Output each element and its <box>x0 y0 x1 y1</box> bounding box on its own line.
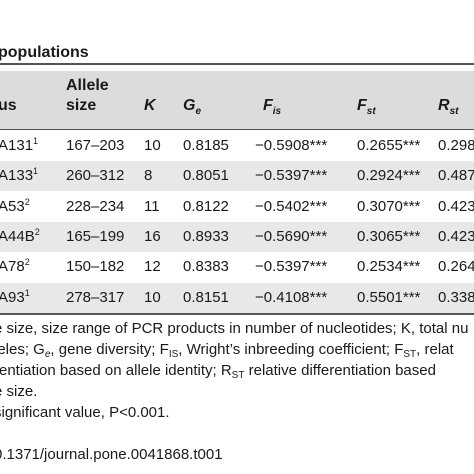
cell-fst: 0.5501*** <box>357 288 421 306</box>
table-row: A931 278–317 10 0.8151 −0.4108*** 0.5501*** 0.… <box>0 282 474 313</box>
cell-ge: 0.8383 <box>183 258 229 276</box>
footnote-line-1: e size, size range of PCR products in nu… <box>0 320 469 337</box>
cell-k: 11 <box>144 197 160 215</box>
cell-fst: 0.3065*** <box>357 227 421 245</box>
header-rst: Rst <box>438 97 459 118</box>
top-rule <box>0 63 474 65</box>
table-row: A1311 167–203 10 0.8185 −0.5908*** 0.2655*** 0… <box>0 131 474 161</box>
footnote-line-4: e size. <box>0 383 38 400</box>
cell-fis: −0.5397*** <box>255 258 328 276</box>
cell-ge: 0.8185 <box>183 137 229 154</box>
table-title: populations <box>0 44 89 61</box>
cell-locus: A1331 <box>0 166 39 185</box>
cell-rst: 0.298 <box>438 137 474 154</box>
footnote-doi: 0.1371/journal.pone.0041868.t001 <box>0 446 223 463</box>
locus-reference-superscript: 1 <box>33 136 39 146</box>
footnote-line-3: rentiation based on allele identity; RST… <box>0 362 436 381</box>
locus-reference-superscript: 1 <box>33 166 39 177</box>
table-row: A532 228–234 11 0.8122 −0.5402*** 0.3070*** 0.… <box>0 192 474 222</box>
locus-reference-superscript: 2 <box>24 257 30 268</box>
cell-locus: A782 <box>0 257 30 276</box>
cell-fis: −0.5690*** <box>255 227 328 245</box>
header-rule <box>0 129 474 130</box>
cell-rst: 0.264 <box>438 258 474 276</box>
cell-fis: −0.4108*** <box>255 288 328 306</box>
cell-allele-size: 165–199 <box>66 227 125 245</box>
table-row: A44B2 165–199 16 0.8933 −0.5690*** 0.3065*** 0… <box>0 221 474 252</box>
table-row: A1331 260–312 8 0.8051 −0.5397*** 0.2924*** 0.… <box>0 161 474 192</box>
cell-rst: 0.338 <box>438 288 474 306</box>
cell-locus: A931 <box>0 287 30 306</box>
cell-allele-size: 150–182 <box>66 258 125 276</box>
table-header: us Allele size K Ge Fis Fst Rst <box>0 71 474 129</box>
cell-ge: 0.8051 <box>183 167 229 185</box>
header-allele-size-line2: size <box>66 97 97 114</box>
bottom-rule <box>0 313 474 315</box>
cell-fst: 0.2534*** <box>357 258 421 276</box>
cell-locus: A1311 <box>0 136 39 155</box>
cell-k: 10 <box>144 137 161 154</box>
header-locus: us <box>0 97 17 114</box>
cell-locus: A532 <box>0 196 30 215</box>
cell-k: 10 <box>144 288 161 306</box>
cell-fis: −0.5908*** <box>255 137 328 154</box>
cell-allele-size: 167–203 <box>66 137 125 154</box>
cell-ge: 0.8933 <box>183 227 229 245</box>
cell-ge: 0.8122 <box>183 197 229 215</box>
header-k: K <box>144 97 156 114</box>
cell-k: 8 <box>144 167 153 185</box>
header-ge: Ge <box>183 97 202 118</box>
cell-fst: 0.2655*** <box>357 137 421 154</box>
header-fis: Fis <box>263 97 282 118</box>
cell-k: 16 <box>144 227 161 245</box>
cell-fst: 0.2924*** <box>357 167 421 185</box>
cell-allele-size: 260–312 <box>66 167 125 185</box>
cell-rst: 0.423 <box>438 197 474 215</box>
cell-locus: A44B2 <box>0 226 40 245</box>
cell-fis: −0.5402*** <box>255 197 328 215</box>
header-allele-size-line1: Allele <box>66 77 109 94</box>
cell-allele-size: 228–234 <box>66 197 125 215</box>
cell-rst: 0.487 <box>438 167 474 185</box>
cell-k: 12 <box>144 258 161 276</box>
table-row: A782 150–182 12 0.8383 −0.5397*** 0.2534*** 0.… <box>0 252 474 282</box>
cell-rst: 0.423 <box>438 227 474 245</box>
header-fst: Fst <box>357 97 376 118</box>
cell-fst: 0.3070*** <box>357 197 421 215</box>
footnote-line-5: significant value, P<0.001. <box>0 404 170 421</box>
cell-allele-size: 278–317 <box>66 288 125 306</box>
locus-reference-superscript: 1 <box>24 287 30 298</box>
locus-reference-superscript: 2 <box>34 226 40 237</box>
locus-reference-superscript: 2 <box>24 196 30 207</box>
cell-fis: −0.5397*** <box>255 167 328 185</box>
cell-ge: 0.8151 <box>183 288 229 306</box>
